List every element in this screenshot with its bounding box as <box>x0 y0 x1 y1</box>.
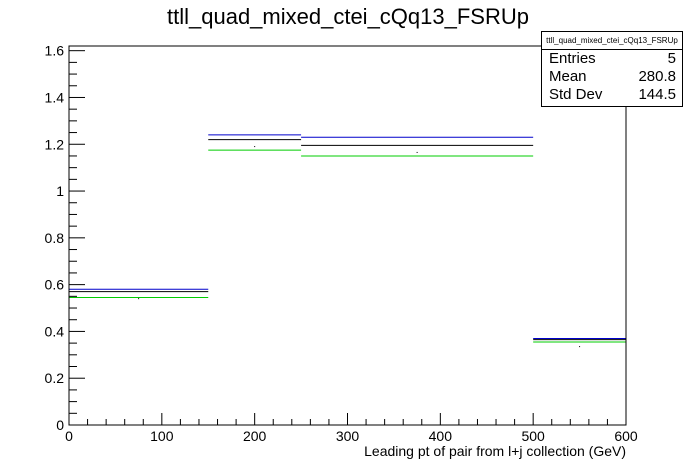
stats-label: Std Dev <box>549 86 603 103</box>
y-tick-label: 1.4 <box>45 89 65 105</box>
y-tick-label: 0.8 <box>45 230 65 246</box>
stats-row-entries: Entries 5 <box>542 50 682 68</box>
bin-marker <box>138 298 140 300</box>
x-tick-label: 400 <box>429 428 453 444</box>
y-tick-label: 0.6 <box>45 277 65 293</box>
stats-value: 5 <box>667 50 676 67</box>
x-tick-label: 500 <box>521 428 545 444</box>
y-tick-label: 0.4 <box>45 323 65 339</box>
x-tick-label: 300 <box>336 428 360 444</box>
stats-value: 280.8 <box>638 68 676 85</box>
series-1 <box>69 139 626 341</box>
x-tick-label: 600 <box>614 428 638 444</box>
y-tick-label: 1 <box>56 183 64 199</box>
axis-ticks: 0 100 200 300 400 500 600 0 0.2 0.4 0.6 0.8 1 1.2 1.4 1… <box>45 43 638 444</box>
stats-label: Mean <box>549 68 587 85</box>
stats-box-title: ttll_quad_mixed_ctei_cQq13_FSRUp <box>542 32 682 50</box>
x-tick-label: 200 <box>243 428 267 444</box>
series-layer <box>69 134 626 348</box>
stats-label: Entries <box>549 50 596 67</box>
x-tick-label: 0 <box>65 428 73 444</box>
y-tick-label: 1.6 <box>45 43 65 59</box>
bin-marker <box>579 346 581 348</box>
y-tick-label: 0 <box>56 417 64 433</box>
bin-marker <box>416 151 418 153</box>
stats-box: ttll_quad_mixed_ctei_cQq13_FSRUp Entries… <box>541 31 683 107</box>
x-axis-label: Leading pt of pair from l+j collection (… <box>364 443 626 459</box>
stats-value: 144.5 <box>638 86 676 103</box>
stats-row-mean: Mean 280.8 <box>542 68 682 86</box>
y-tick-label: 1.2 <box>45 136 65 152</box>
y-tick-label: 0.2 <box>45 370 65 386</box>
bin-marker <box>254 146 256 148</box>
stats-row-stddev: Std Dev 144.5 <box>542 86 682 104</box>
series-2 <box>69 149 626 343</box>
x-tick-label: 100 <box>150 428 174 444</box>
series-0 <box>69 134 626 339</box>
chart-title: ttll_quad_mixed_ctei_cQq13_FSRUp <box>167 4 529 29</box>
